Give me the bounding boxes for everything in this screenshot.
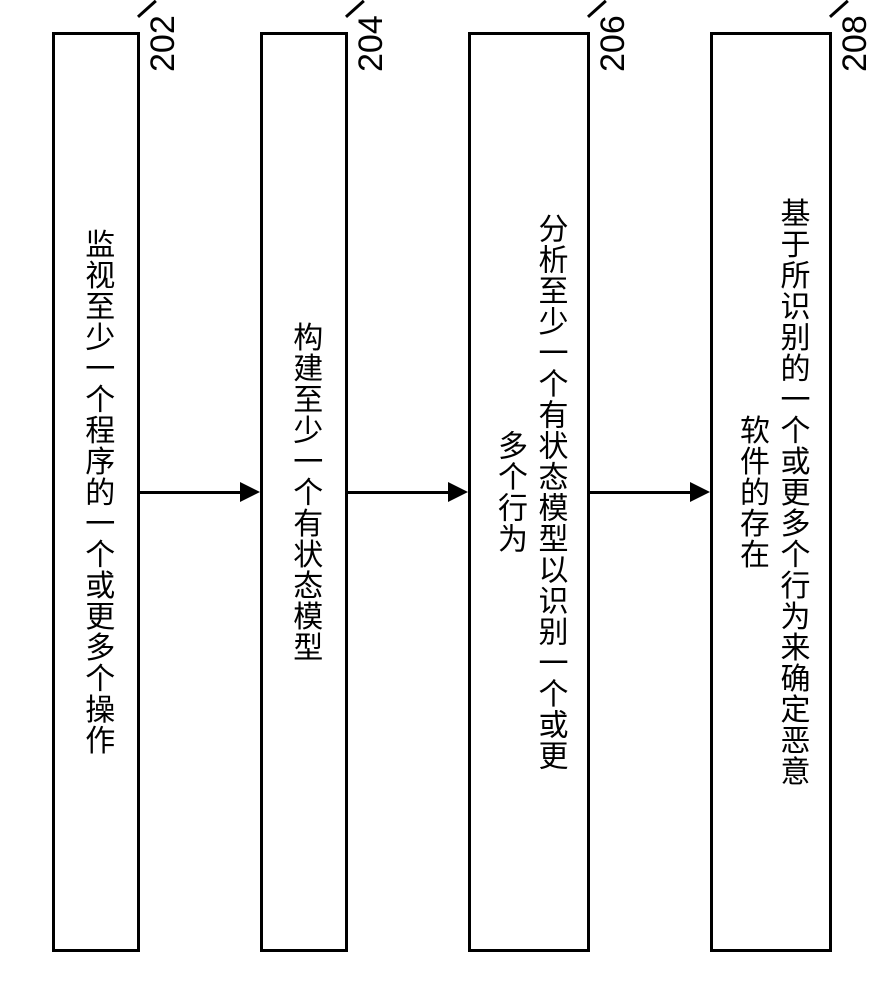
step-text-202: 监视至少一个程序的一个或更多个操作	[76, 229, 117, 756]
step-label-202: 202	[144, 15, 183, 72]
step-box-206: 分析至少一个有状态模型以识别一个或更 多个行为	[468, 32, 590, 952]
step-label-208: 208	[836, 15, 870, 72]
step-text-206: 分析至少一个有状态模型以识别一个或更 多个行为	[489, 213, 570, 771]
step-text-204: 构建至少一个有状态模型	[284, 322, 325, 663]
step-box-202: 监视至少一个程序的一个或更多个操作	[52, 32, 140, 952]
step-label-204: 204	[352, 15, 391, 72]
step-text-208: 基于所识别的一个或更多个行为来确定恶意 软件的存在	[731, 198, 812, 787]
flowchart-canvas: 监视至少一个程序的一个或更多个操作 202 构建至少一个有状态模型 204 分析…	[0, 0, 870, 1000]
step-box-204: 构建至少一个有状态模型	[260, 32, 348, 952]
step-label-206: 206	[594, 15, 633, 72]
step-box-208: 基于所识别的一个或更多个行为来确定恶意 软件的存在	[710, 32, 832, 952]
